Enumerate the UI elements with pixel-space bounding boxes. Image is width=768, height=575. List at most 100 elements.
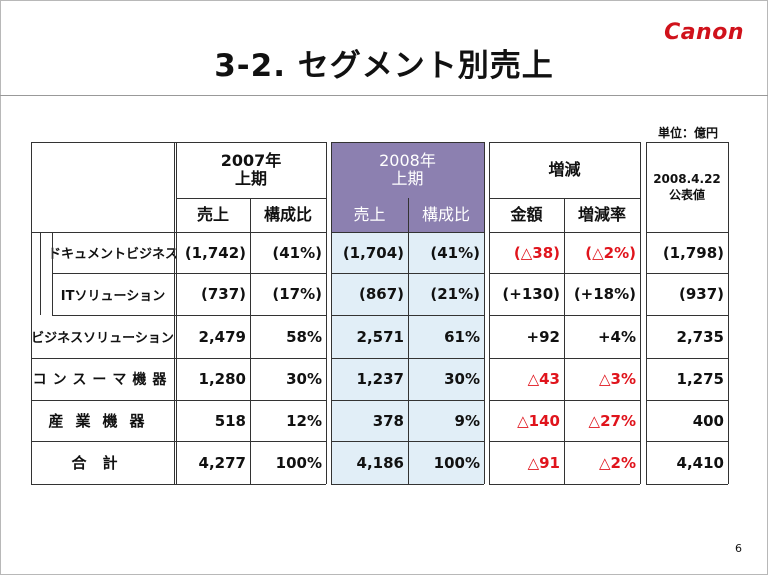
grid-line [646, 142, 728, 143]
grid-line [250, 198, 251, 484]
cell-sales-2007: (737) [200, 285, 246, 303]
cell-forecast: (937) [678, 285, 724, 303]
cell-change-rate: △3% [598, 370, 636, 388]
grid-line [564, 198, 565, 484]
cell-forecast: (1,798) [662, 243, 724, 262]
page-title: 3-2. セグメント別売上 [214, 48, 554, 84]
cell-ratio-2007: 100% [275, 453, 322, 472]
grid-line [408, 198, 409, 484]
cell-forecast: 4,410 [676, 453, 724, 472]
grid-line [646, 358, 728, 359]
cell-ratio-2007: (17%) [272, 285, 322, 303]
grid-line [176, 232, 326, 233]
grid-line [484, 142, 485, 484]
cell-change-amount: (△38) [513, 243, 560, 262]
grid-line [489, 484, 640, 485]
grid-line [331, 232, 484, 233]
cell-ratio-2008: (41%) [430, 243, 480, 262]
header-2008: 2008年 上期 [331, 142, 484, 198]
grid-line [331, 358, 484, 359]
cell-sales-2008: 1,237 [356, 370, 404, 388]
header-2008-line: 上期 [391, 169, 424, 188]
cell-ratio-2008: 61% [444, 327, 480, 346]
row-label: ITソリューション [60, 288, 166, 304]
grid-line [174, 142, 175, 484]
grid-line [31, 441, 326, 442]
cell-ratio-2007: 58% [286, 327, 322, 346]
cell-ratio-2007: 12% [286, 411, 322, 430]
grid-line [176, 142, 177, 484]
header-change: 増減 [548, 160, 581, 179]
cell-sales-2008: 2,571 [356, 327, 404, 346]
header-2007-line: 2007年 [220, 151, 282, 170]
grid-line [728, 142, 729, 484]
grid-line [52, 232, 53, 315]
grid-line [31, 400, 326, 401]
unit-label: 単位：億円 [657, 126, 718, 140]
grid-line [331, 400, 484, 401]
grid-line [331, 441, 484, 442]
cell-sales-2007: 4,277 [198, 453, 246, 472]
header-forecast-line: 公表値 [668, 188, 705, 202]
cell-ratio-2008: 100% [433, 453, 480, 472]
cell-sales-2008: 4,186 [356, 453, 404, 472]
cell-change-rate: +4% [597, 327, 636, 346]
page-number: 6 [735, 542, 742, 555]
cell-sales-2007: (1,742) [184, 243, 246, 262]
header-2007: 2007年 上期 [176, 142, 326, 198]
cell-ratio-2008: (21%) [430, 285, 480, 303]
cell-sales-2007: 518 [214, 411, 246, 430]
grid-line [646, 273, 728, 274]
cell-sales-2008: (1,704) [342, 243, 404, 262]
subheader-ratio-2007: 構成比 [263, 205, 312, 224]
cell-sales-2008: (867) [358, 285, 404, 303]
subheader-ratio-2008: 構成比 [421, 205, 470, 224]
y2008-subheader-band [331, 198, 484, 232]
grid-line [646, 484, 728, 485]
grid-line [640, 142, 641, 484]
grid-line [331, 315, 484, 316]
subheader-rate: 増減率 [577, 205, 626, 224]
grid-line [331, 273, 484, 274]
cell-change-rate: (△2%) [585, 243, 636, 262]
title-divider [0, 95, 768, 96]
row-label: ビジネスソリューション [31, 331, 174, 346]
subheader-sales-2008: 売上 [353, 205, 386, 224]
cell-forecast: 2,735 [676, 327, 724, 346]
grid-line [646, 441, 728, 442]
grid-line [31, 484, 326, 485]
cell-sales-2007: 2,479 [198, 327, 246, 346]
grid-line [646, 315, 728, 316]
cell-sales-2008: 378 [372, 411, 404, 430]
grid-line [646, 142, 647, 484]
cell-forecast: 400 [692, 411, 724, 430]
cell-change-rate: △2% [598, 453, 636, 472]
header-2008-line: 2008年 [379, 151, 436, 170]
cell-change-amount: △91 [527, 453, 560, 472]
subheader-sales-2007: 売上 [196, 205, 229, 224]
grid-line [646, 400, 728, 401]
grid-line [40, 232, 41, 315]
grid-line [331, 142, 484, 143]
cell-change-rate: (+18%) [573, 285, 636, 303]
cell-sales-2007: 1,280 [198, 370, 246, 388]
grid-line [331, 142, 332, 484]
grid-line [331, 484, 484, 485]
header-2007-line: 上期 [234, 169, 267, 188]
row-label: コンスーマ機器 [32, 372, 173, 388]
grid-line [31, 142, 32, 484]
grid-line [326, 142, 327, 484]
cell-ratio-2008: 9% [454, 411, 480, 430]
cell-ratio-2007: 30% [286, 370, 322, 388]
grid-line [31, 142, 326, 143]
grid-line [176, 198, 326, 199]
y2008-header-band [331, 142, 484, 198]
grid-line [52, 315, 326, 316]
cell-ratio-2008: 30% [444, 370, 480, 388]
header-forecast-line: 2008.4.22 [653, 172, 721, 186]
grid-line [52, 273, 326, 274]
grid-line [31, 232, 52, 233]
grid-line [646, 232, 728, 233]
subheader-amount: 金額 [510, 205, 543, 224]
cell-change-rate: △27% [588, 411, 636, 430]
